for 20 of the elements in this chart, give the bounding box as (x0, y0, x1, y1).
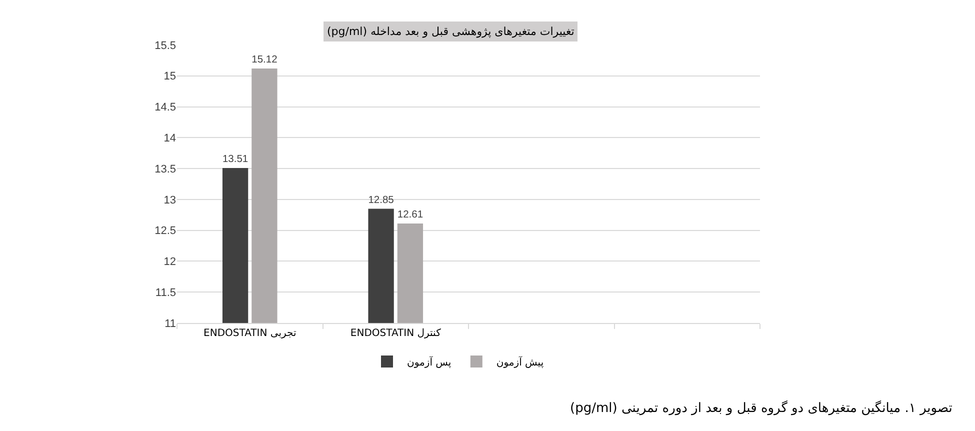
y-tick-label: 13.5 (154, 163, 176, 176)
legend-label: پیش آزمون (496, 355, 544, 368)
data-label: 12.85 (368, 194, 394, 206)
y-tick-label: 11 (164, 318, 176, 330)
data-label: 12.61 (397, 210, 424, 221)
y-tick-label: 11.5 (155, 286, 176, 299)
y-tick-label: 13 (164, 194, 176, 206)
chart-title: تغییرات متغیرهای پژوهشی قبل و بعد مداخله (pg/ml) (327, 25, 574, 38)
y-tick-label: 15.5 (154, 40, 176, 52)
x-tick-label: تجربی ENDOSTATIN (204, 328, 296, 339)
y-tick-label: 14 (164, 132, 176, 145)
legend-label: پس آزمون (407, 355, 452, 368)
data-label: 13.51 (222, 154, 248, 166)
y-tick-label: 12.5 (154, 225, 176, 238)
text: تصویر ۱. میانگین متغیرهای دو گروه قبل و بعد از دوره تمرینی (pg/ml) (570, 400, 953, 416)
data-label: 15.12 (252, 54, 278, 66)
y-tick-label: 14.5 (154, 102, 176, 114)
y-tick-label: 12 (164, 256, 176, 268)
x-tick-label: کنترل ENDOSTATIN (350, 328, 442, 339)
y-tick-label: 15 (164, 70, 176, 83)
